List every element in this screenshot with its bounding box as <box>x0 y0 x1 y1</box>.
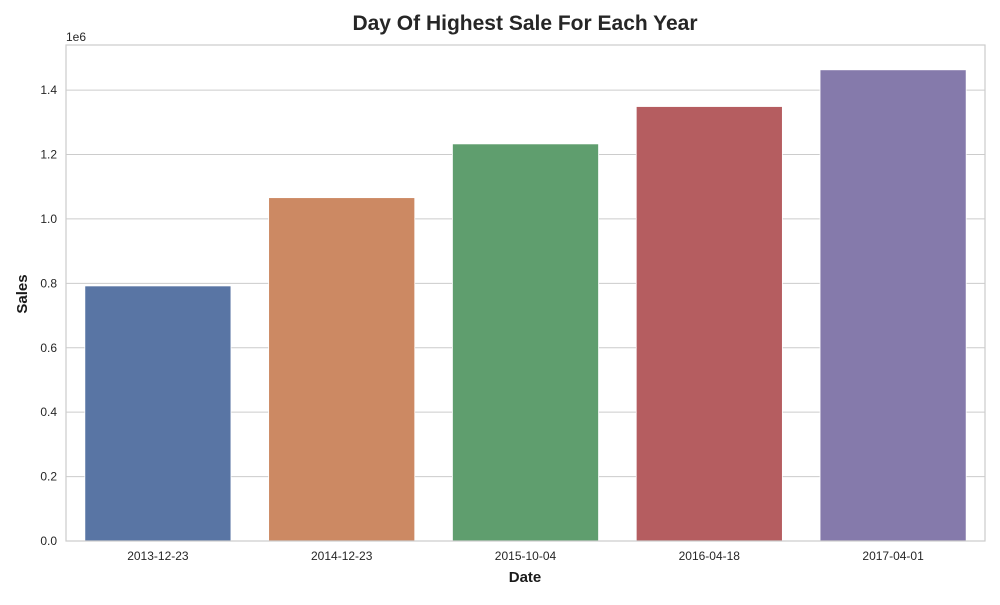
x-tick-label: 2015-10-04 <box>495 549 557 563</box>
y-tick-label: 1.4 <box>40 83 57 97</box>
bars <box>84 69 967 542</box>
y-tick-label: 0.0 <box>40 534 57 548</box>
x-tick-label: 2017-04-01 <box>862 549 924 563</box>
bar-2017-04-01 <box>819 69 967 542</box>
bar-2014-12-23 <box>268 197 416 542</box>
bar-2016-04-18 <box>635 106 783 542</box>
y-axis-label: Sales <box>14 274 31 313</box>
x-tick-label: 2013-12-23 <box>127 549 189 563</box>
y-tick-label: 0.6 <box>40 341 57 355</box>
bar-2013-12-23 <box>84 285 232 542</box>
y-tick-label: 1.2 <box>40 148 57 162</box>
y-tick-label: 0.4 <box>40 405 57 419</box>
x-axis-label: Date <box>509 569 542 586</box>
y-axis-ticks: 0.0 0.2 0.4 0.6 0.8 1.0 1.2 1.4 <box>40 83 57 548</box>
y-tick-label: 1.0 <box>40 212 57 226</box>
y-tick-label: 0.8 <box>40 276 57 290</box>
x-tick-label: 2016-04-18 <box>679 549 741 563</box>
x-axis-ticks: 2013-12-23 2014-12-23 2015-10-04 2016-04-18… <box>127 549 924 563</box>
y-axis-scale-label: 1e6 <box>66 30 86 44</box>
plot-area-frame <box>65 44 986 542</box>
chart-title: Day Of Highest Sale For Each Year <box>352 12 697 35</box>
y-tick-label: 0.2 <box>40 470 57 484</box>
bar-2015-10-04 <box>452 143 599 542</box>
x-tick-label: 2014-12-23 <box>311 549 373 563</box>
